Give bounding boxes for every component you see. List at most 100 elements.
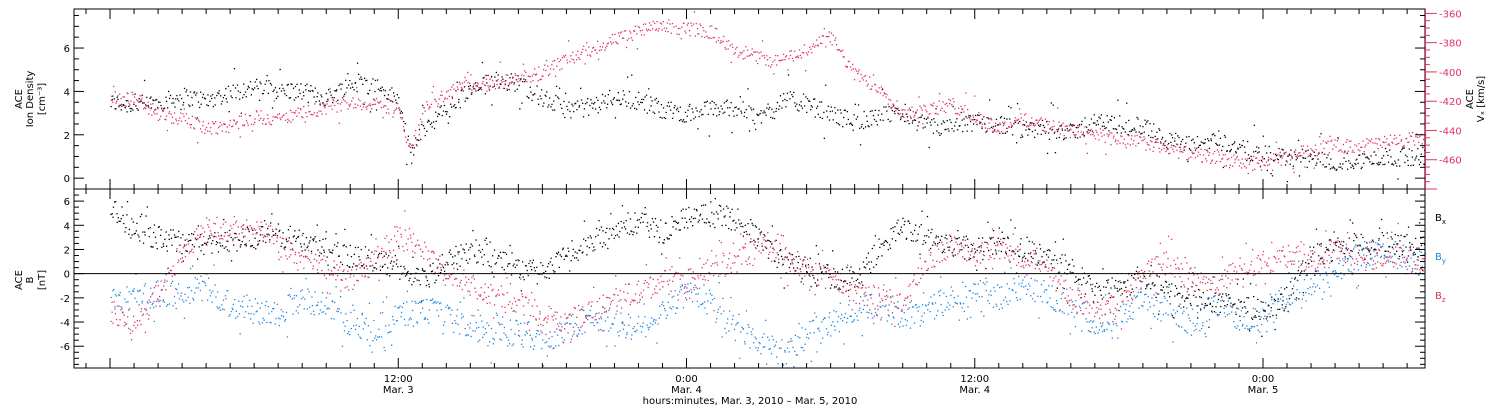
- data-point: [284, 320, 286, 322]
- data-point: [952, 306, 954, 308]
- data-point: [908, 220, 910, 222]
- data-point: [1361, 146, 1363, 148]
- data-point: [1230, 156, 1233, 159]
- data-point: [956, 118, 958, 120]
- data-point: [189, 124, 191, 126]
- data-point: [266, 233, 268, 235]
- data-point: [926, 111, 928, 113]
- data-point: [359, 78, 361, 80]
- data-point: [578, 106, 580, 108]
- data-point: [835, 37, 837, 39]
- data-point: [561, 68, 563, 70]
- data-point: [566, 255, 568, 257]
- data-point: [1204, 142, 1206, 144]
- data-point: [576, 100, 579, 102]
- data-point: [1277, 159, 1280, 161]
- data-point: [197, 258, 199, 260]
- data-point: [1150, 136, 1152, 139]
- data-point: [461, 88, 463, 90]
- data-point: [312, 90, 314, 92]
- data-point: [536, 266, 538, 268]
- data-point: [382, 117, 384, 119]
- data-point: [500, 257, 502, 259]
- data-point: [533, 345, 536, 347]
- data-point: [1240, 167, 1243, 169]
- data-point: [688, 290, 690, 292]
- data-point: [119, 220, 121, 222]
- data-point: [1171, 137, 1174, 139]
- data-point: [610, 100, 612, 102]
- data-point: [746, 332, 748, 335]
- data-point: [813, 98, 815, 100]
- data-point: [241, 300, 243, 303]
- data-point: [785, 272, 787, 274]
- data-point: [717, 218, 719, 220]
- data-point: [1281, 148, 1283, 150]
- data-point: [1252, 169, 1254, 171]
- data-point: [416, 321, 418, 323]
- data-point: [211, 252, 213, 254]
- data-point: [593, 103, 595, 105]
- data-point: [473, 315, 475, 317]
- data-point: [157, 108, 159, 110]
- data-point: [352, 86, 354, 88]
- data-point: [795, 56, 797, 58]
- data-point: [353, 325, 355, 327]
- data-point: [1073, 134, 1075, 136]
- data-point: [421, 307, 424, 309]
- data-point: [1017, 250, 1019, 252]
- data-point: [579, 58, 581, 60]
- data-point: [832, 250, 834, 252]
- data-point: [173, 112, 176, 114]
- data-point: [337, 308, 339, 310]
- data-point: [707, 300, 709, 302]
- data-point: [162, 110, 165, 112]
- data-point: [1385, 250, 1387, 252]
- data-point: [389, 331, 391, 333]
- data-point: [911, 316, 913, 318]
- data-point: [648, 236, 651, 238]
- data-point: [1050, 263, 1052, 265]
- data-point: [472, 230, 474, 232]
- data-point: [409, 317, 411, 319]
- data-point: [162, 300, 164, 302]
- data-point: [614, 33, 616, 35]
- data-point: [230, 236, 232, 239]
- data-point: [1289, 159, 1292, 161]
- data-point: [201, 131, 203, 133]
- data-point: [1216, 314, 1219, 316]
- data-point: [541, 347, 543, 350]
- data-point: [1369, 161, 1371, 163]
- data-point: [1292, 167, 1294, 170]
- data-point: [545, 69, 547, 72]
- data-point: [1075, 127, 1077, 129]
- data-point: [406, 301, 408, 303]
- data-point: [160, 115, 162, 117]
- data-point: [869, 88, 871, 91]
- data-point: [236, 250, 238, 252]
- data-point: [982, 258, 984, 261]
- data-point: [728, 40, 730, 42]
- data-point: [1381, 232, 1383, 234]
- data-point: [593, 246, 595, 248]
- data-point: [112, 290, 114, 292]
- data-point: [291, 111, 293, 113]
- data-point: [640, 331, 643, 333]
- data-point: [211, 121, 214, 123]
- data-point: [734, 52, 736, 54]
- data-point: [1060, 262, 1062, 264]
- data-point: [596, 52, 598, 54]
- data-point: [1018, 108, 1021, 110]
- data-point: [939, 289, 942, 292]
- data-point: [811, 320, 813, 322]
- data-point: [937, 113, 939, 115]
- data-point: [971, 119, 973, 121]
- data-point: [684, 30, 686, 32]
- data-point: [519, 274, 521, 276]
- data-point: [969, 120, 972, 123]
- data-point: [1002, 237, 1004, 240]
- data-point: [304, 121, 306, 123]
- data-point: [489, 341, 491, 343]
- data-point: [290, 121, 292, 123]
- data-point: [928, 236, 930, 238]
